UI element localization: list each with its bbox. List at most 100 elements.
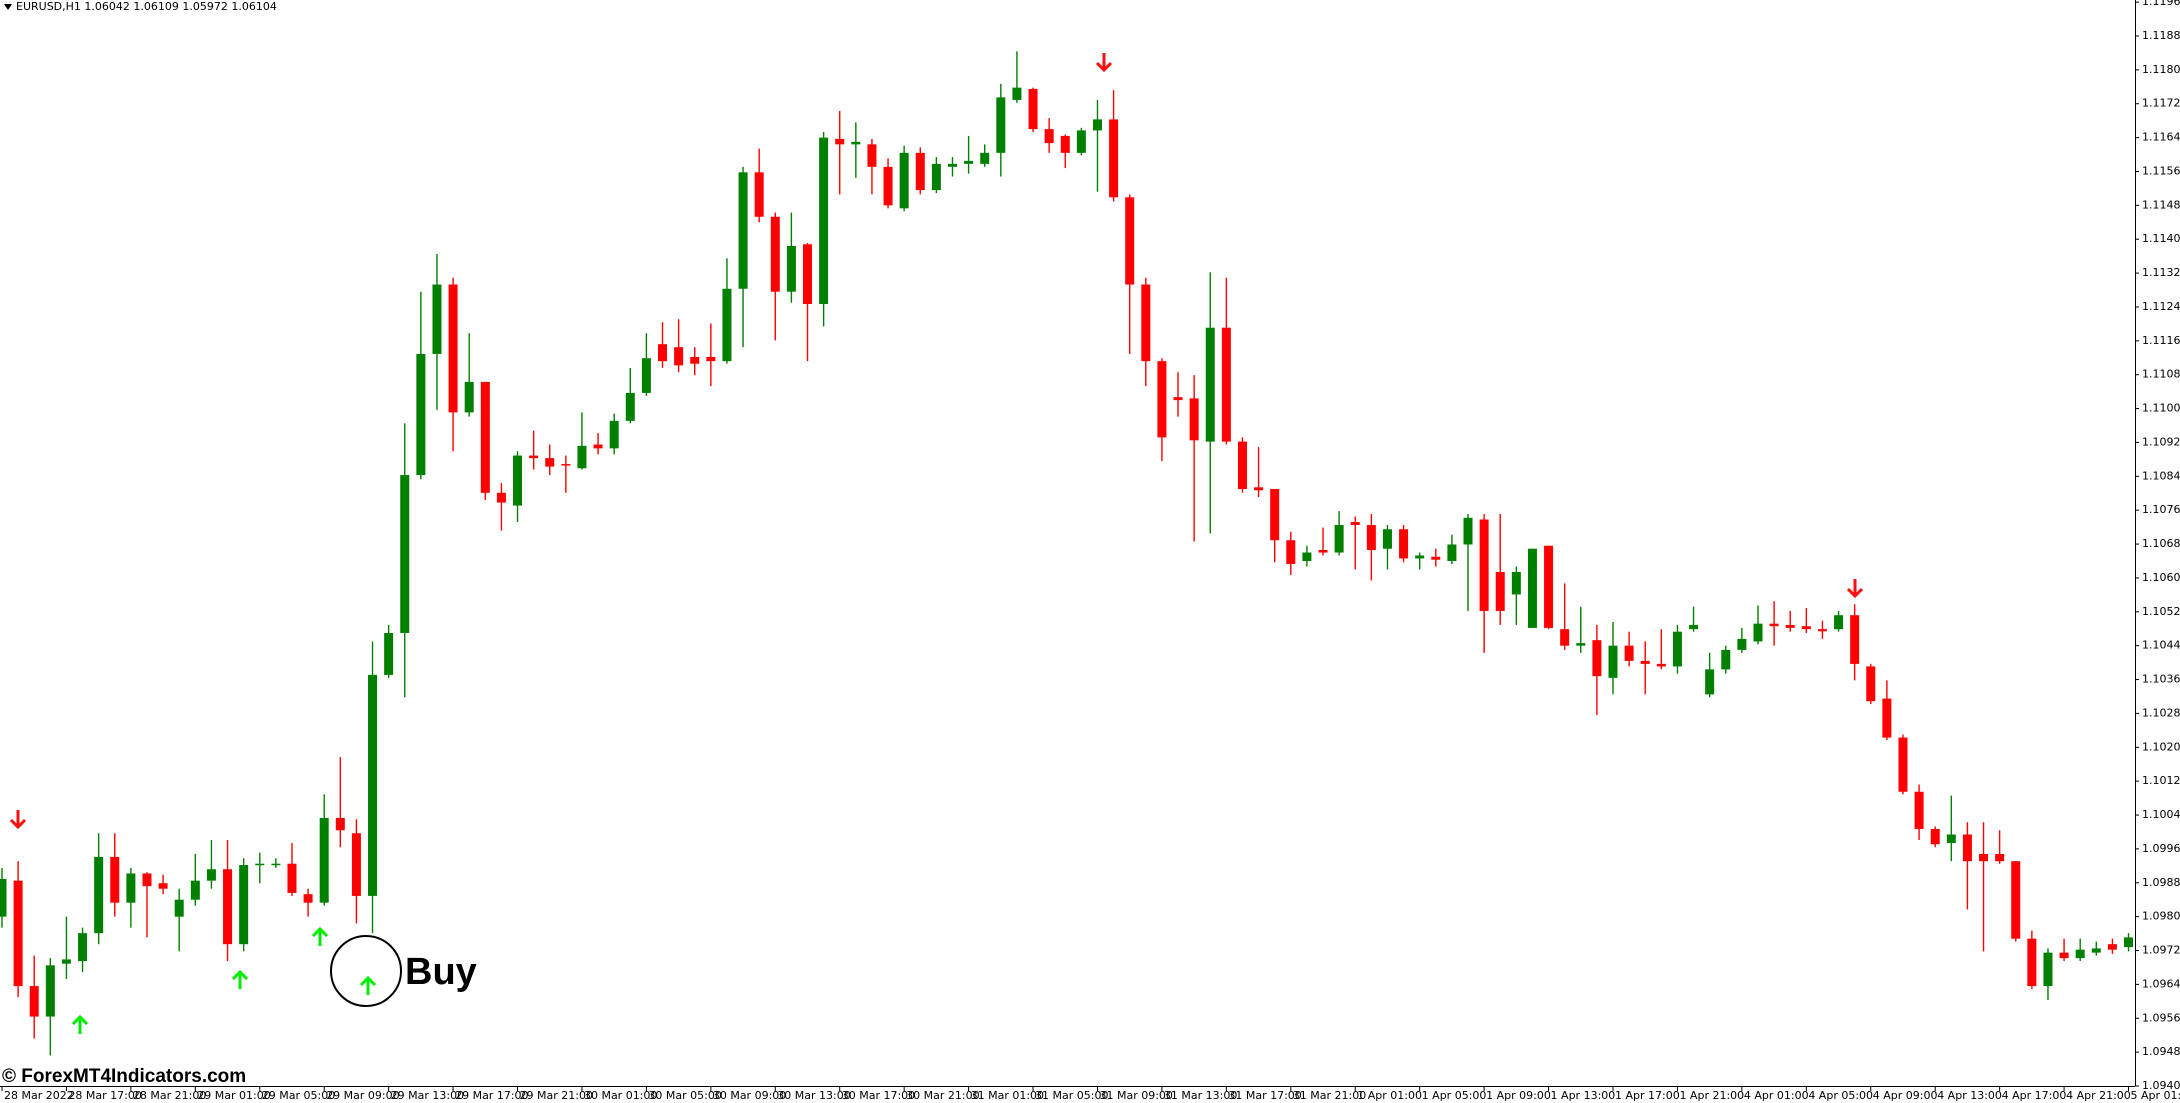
- candle-body: [1012, 87, 1022, 100]
- x-tick-label: 5 Apr 01:00: [2131, 1089, 2180, 1102]
- y-tick-label: 1.11325: [2142, 266, 2180, 279]
- candle-body: [641, 358, 651, 393]
- x-tick-label: 31 Mar 17:00: [1228, 1089, 1301, 1102]
- y-tick-label: 1.11565: [2142, 164, 2180, 177]
- candle-body: [1286, 540, 1296, 564]
- candle-body: [432, 284, 442, 354]
- candle-body: [1866, 666, 1876, 702]
- candle-body: [2107, 944, 2117, 950]
- candle-body: [1237, 441, 1247, 490]
- candle-body: [480, 381, 490, 493]
- candle-body: [1624, 645, 1634, 661]
- candle-body: [545, 458, 555, 467]
- x-tick-label: 31 Mar 01:00: [971, 1089, 1044, 1102]
- candle-body: [1415, 555, 1425, 559]
- candle-body: [1173, 397, 1183, 401]
- candle-body: [1125, 197, 1135, 285]
- candle-body: [1399, 529, 1409, 559]
- candle-body: [1801, 626, 1811, 630]
- candle-body: [996, 97, 1006, 153]
- x-tick-label: 29 Mar 21:00: [520, 1089, 593, 1102]
- x-tick-label: 4 Apr 01:00: [1744, 1089, 1809, 1102]
- candle-body: [803, 244, 812, 304]
- candle-body: [1995, 853, 2005, 862]
- candle-body: [899, 152, 909, 209]
- x-tick-label: 28 Mar 17:00: [68, 1089, 141, 1102]
- candle-body: [0, 878, 7, 917]
- candle-body: [13, 880, 23, 987]
- candle-body: [319, 817, 329, 903]
- x-tick-label: 29 Mar 09:00: [326, 1089, 399, 1102]
- candle-body: [158, 883, 168, 889]
- x-tick-label: 29 Mar 05:00: [262, 1089, 335, 1102]
- x-tick-label: 31 Mar 13:00: [1164, 1089, 1237, 1102]
- candle-body: [271, 863, 281, 866]
- candle-body: [1656, 663, 1666, 667]
- y-tick-label: 1.10285: [2142, 706, 2180, 719]
- x-tick-label: 30 Mar 09:00: [713, 1089, 786, 1102]
- sell-arrow: [1846, 579, 1864, 599]
- candle-body: [1560, 629, 1570, 646]
- candle-body: [1850, 615, 1860, 664]
- y-tick-label: 1.11885: [2142, 29, 2180, 42]
- candle-body: [529, 455, 539, 459]
- candle-body: [1479, 519, 1489, 611]
- candle-body: [883, 166, 893, 206]
- x-tick-label: 4 Apr 17:00: [2002, 1089, 2067, 1102]
- candle-body: [980, 152, 990, 164]
- candle-body: [1737, 638, 1747, 650]
- candle-body: [29, 986, 39, 1017]
- candle-body: [1576, 643, 1586, 646]
- x-tick-label: 4 Apr 05:00: [1808, 1089, 1873, 1102]
- candle-body: [658, 344, 668, 362]
- y-tick-label: 1.10605: [2142, 571, 2180, 584]
- y-tick-label: 1.09565: [2142, 1011, 2180, 1024]
- candle-body: [126, 873, 136, 903]
- candle-body: [1672, 631, 1682, 667]
- x-tick-label: 4 Apr 09:00: [1873, 1089, 1938, 1102]
- candle-body: [1721, 649, 1731, 670]
- candle-body: [400, 475, 410, 633]
- candle-body: [1189, 398, 1199, 441]
- buy-arrow: [231, 969, 249, 989]
- x-tick-label: 28 Mar 21:00: [133, 1089, 206, 1102]
- candle-body: [2027, 938, 2037, 987]
- candle-body: [915, 152, 925, 191]
- y-tick-label: 1.09645: [2142, 977, 2180, 990]
- candle-body: [577, 445, 587, 469]
- candle-body: [625, 392, 635, 421]
- candle-body: [1302, 552, 1312, 561]
- candle-body: [1930, 829, 1940, 845]
- candle-body: [255, 863, 265, 866]
- candle-body: [1060, 135, 1070, 153]
- x-tick-label: 4 Apr 21:00: [2066, 1089, 2131, 1102]
- x-tick-label: 1 Apr 09:00: [1486, 1089, 1551, 1102]
- y-tick-label: 1.10045: [2142, 808, 2180, 821]
- x-tick-label: 1 Apr 17:00: [1615, 1089, 1680, 1102]
- candle-body: [110, 856, 120, 903]
- buy-arrow: [311, 926, 329, 946]
- candle-body: [1834, 615, 1844, 630]
- candle-body: [770, 216, 780, 292]
- y-tick-label: 1.11485: [2142, 198, 2180, 211]
- candle-body: [1431, 556, 1441, 560]
- candle-body: [2059, 952, 2069, 959]
- candle-body: [1705, 669, 1715, 695]
- x-tick-label: 29 Mar 13:00: [391, 1089, 464, 1102]
- candle-body: [448, 284, 458, 413]
- candles: [0, 51, 2134, 1056]
- x-tick-label: 1 Apr 01:00: [1357, 1089, 1422, 1102]
- candle-body: [947, 163, 957, 167]
- candle-body: [851, 141, 861, 145]
- candle-body: [722, 288, 732, 362]
- candle-body: [335, 817, 345, 831]
- candle-body: [1898, 737, 1908, 792]
- candle-body: [1640, 660, 1650, 664]
- buy-arrows: [71, 926, 377, 1034]
- y-tick-label: 1.11085: [2142, 368, 2180, 381]
- x-tick-label: 30 Mar 17:00: [842, 1089, 915, 1102]
- sell-arrow: [1095, 53, 1113, 73]
- candle-body: [690, 356, 700, 364]
- candle-body: [786, 245, 796, 292]
